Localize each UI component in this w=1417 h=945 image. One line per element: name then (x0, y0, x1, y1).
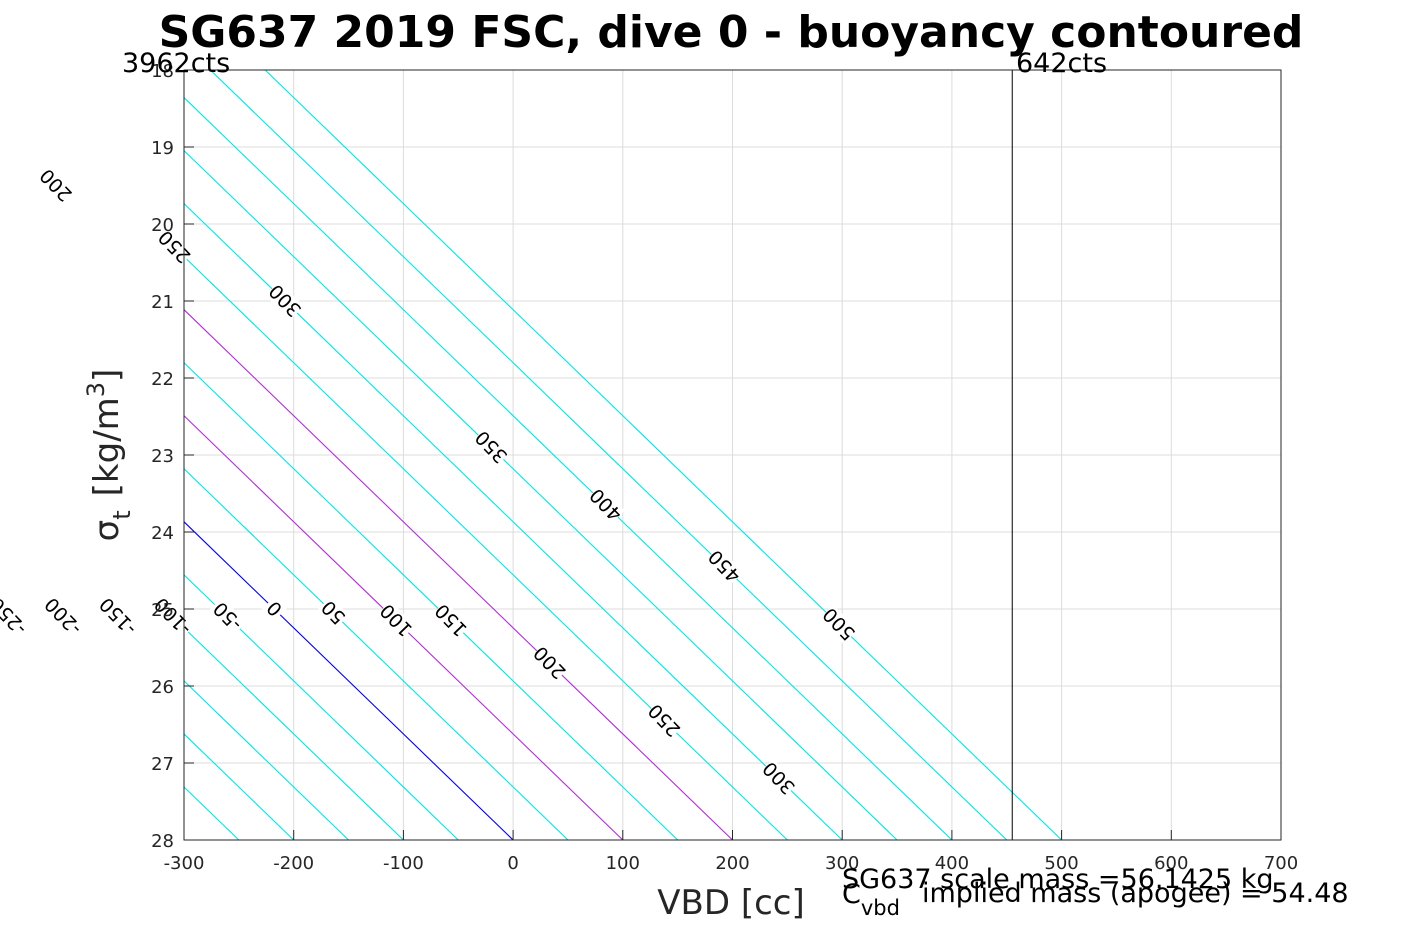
y-tick-label: 27 (151, 754, 174, 775)
y-tick-label: 19 (151, 138, 174, 159)
contour-line-200 (184, 308, 733, 840)
contour-line-50 (184, 468, 569, 840)
x-tick-label: 300 (825, 853, 859, 874)
contour-label-text: -150 (95, 593, 141, 639)
x-tick-label: 200 (715, 853, 749, 874)
contour-label-bg (376, 601, 416, 641)
contour-label-bg (316, 596, 350, 630)
contour-line-500 (264, 70, 1062, 840)
y-tick-label: 21 (151, 292, 174, 313)
contour-line--150 (184, 680, 349, 840)
x-tick-label: 500 (1044, 853, 1078, 874)
contour-label-bg (819, 604, 858, 644)
contour-line-100 (184, 414, 624, 840)
x-tick-label: -200 (273, 853, 314, 874)
contour-label-bg (40, 593, 86, 640)
contour-label-bg (529, 643, 569, 683)
y-axis-symbol: σ (87, 520, 127, 542)
y-tick-label: 26 (151, 677, 174, 698)
contour-label-bg (704, 547, 744, 587)
svg-text:σt[kg/m3]: σt [kg/m3] (82, 369, 136, 542)
implied-mass-note: implied mass (apogee) = 54.48 (922, 878, 1349, 909)
contour-line--450 (0, 70, 19, 840)
chart-title: SG637 2019 FSC, dive 0 - buoyancy contou… (159, 7, 1304, 58)
scale-mass-note: SG637 scale mass =56.1425 kg (842, 864, 1274, 895)
contour-line-0 (184, 521, 514, 840)
y-tick-label: 22 (151, 369, 174, 390)
y-axis-label: σt [kg/m3] (82, 369, 136, 542)
x-axis-label: VBD [cc] (657, 883, 805, 923)
contour-line--50 (184, 574, 459, 840)
axis-ticks: -300 -200 -100 0 100 200 300 400 500 600 700 18 19 20… (151, 61, 1298, 874)
contour-label-bg (36, 165, 75, 206)
x-tick-label: 700 (1264, 853, 1298, 874)
contour-line-150 (184, 361, 679, 840)
y-axis-unit: [kg/m (87, 397, 127, 496)
x-tick-label: 600 (1154, 853, 1188, 874)
contour-line--100 (184, 627, 404, 840)
contour-label-bg (95, 593, 141, 640)
contour-line-300 (184, 202, 843, 840)
y-tick-label: 18 (151, 61, 174, 82)
contour-label-bg (431, 601, 471, 641)
x-tick-label: 0 (507, 853, 518, 874)
x-tick-label: 400 (935, 853, 969, 874)
contour-label-text: 200 (36, 164, 77, 205)
contour-label-bg (586, 485, 625, 525)
y-tick-label: 25 (151, 600, 174, 621)
contour-label--150: -150 (95, 593, 141, 640)
x-tick-label: -100 (383, 853, 424, 874)
x-tick-label: -300 (164, 853, 205, 874)
y-tick-label: 20 (151, 215, 174, 236)
x-tick-label: 100 (606, 853, 640, 874)
contour-label--200: -200 (40, 593, 86, 640)
contour-label-bg (471, 427, 511, 467)
y-axis-subscript: t (108, 510, 136, 519)
y-tick-label: 23 (151, 446, 174, 467)
cvbd-label: Cvbd (842, 879, 900, 920)
contour-line-400 (184, 96, 953, 840)
contour-label-text: -250 (0, 593, 32, 639)
contour-label--250: -250 (0, 593, 32, 640)
contour-label-bg (261, 595, 288, 623)
y-axis-unit-exponent: 3 (82, 382, 110, 397)
y-axis-unit-close: ] (87, 369, 127, 382)
left-count-label: 3962cts (122, 48, 230, 79)
y-tick-label: 28 (151, 831, 174, 852)
contour-line-450 (209, 70, 1008, 840)
right-count-label: 642cts (1016, 48, 1107, 79)
cvbd-subscript: vbd (861, 896, 900, 920)
contour-label-200: 200 (36, 164, 77, 205)
contour-label-bg (759, 758, 798, 798)
contour-label-bg (207, 597, 247, 637)
y-tick-label: 24 (151, 523, 174, 544)
contour-label-text: -200 (41, 593, 87, 639)
contour-label-bg (0, 593, 31, 640)
contour-label-bg (265, 281, 305, 321)
contour-label-bg (644, 701, 684, 741)
cvbd-symbol: C (842, 879, 861, 910)
